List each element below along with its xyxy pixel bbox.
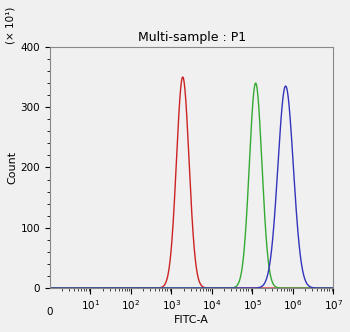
- Text: 0: 0: [47, 307, 53, 317]
- X-axis label: FITC-A: FITC-A: [174, 315, 209, 325]
- Title: Multi-sample : P1: Multi-sample : P1: [138, 31, 246, 44]
- Y-axis label: Count: Count: [8, 151, 18, 184]
- Text: (× 10¹): (× 10¹): [5, 7, 15, 44]
